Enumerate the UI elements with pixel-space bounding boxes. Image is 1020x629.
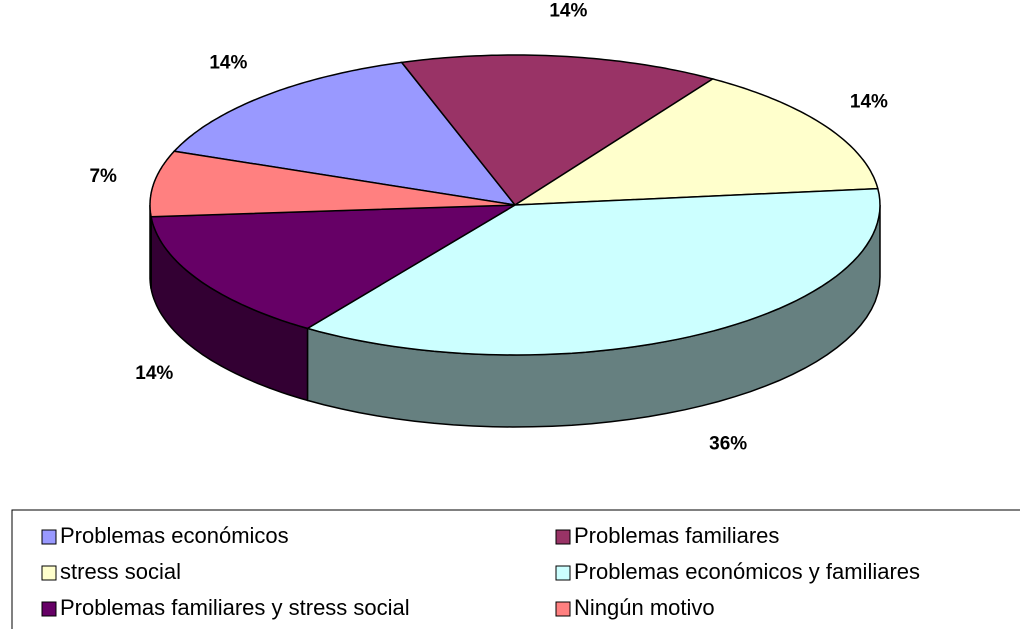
legend-swatch: [555, 565, 571, 581]
legend-swatch: [41, 565, 57, 581]
data-label: 14%: [135, 363, 173, 384]
legend-swatch: [555, 601, 571, 617]
legend-box: [11, 509, 1020, 629]
slice: [305, 187, 881, 356]
legend-label: Problemas familiares: [574, 523, 779, 548]
legend-label: Problemas familiares y stress social: [60, 595, 410, 620]
slice: [149, 150, 516, 218]
legend-swatch: [41, 529, 57, 545]
legend-label: stress social: [60, 559, 181, 584]
slice: [512, 78, 879, 206]
slice: [150, 204, 516, 330]
legend-swatch: [555, 529, 571, 545]
data-label: 14%: [209, 53, 247, 74]
data-label: 14%: [549, 1, 587, 22]
data-label: 7%: [89, 166, 117, 187]
legend-label: Problemas económicos: [60, 523, 289, 548]
legend-swatch: [41, 601, 57, 617]
slice: [400, 54, 715, 206]
data-label: 36%: [709, 433, 747, 454]
legend-label: Ningún motivo: [574, 595, 715, 620]
legend-label: Problemas económicos y familiares: [574, 559, 920, 584]
data-label: 14%: [850, 91, 888, 112]
